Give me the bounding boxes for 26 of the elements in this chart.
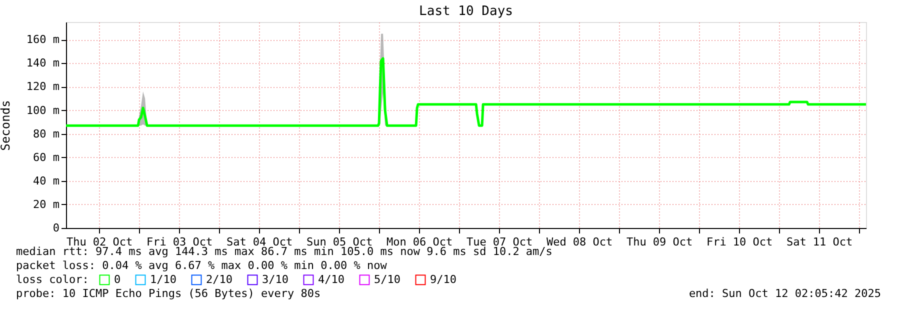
legend-title: loss color: bbox=[16, 273, 89, 286]
y-tick-label: 100 m bbox=[26, 104, 60, 117]
legend-label: 0 bbox=[114, 272, 121, 286]
text: probe: 10 ICMP Echo Pings (56 Bytes) every 80s bbox=[16, 287, 321, 300]
x-tick-label: Fri 10 Oct bbox=[706, 236, 773, 248]
chart-title: Last 10 Days bbox=[419, 4, 513, 19]
line-series bbox=[64, 57, 868, 127]
legend-label: 3/10 bbox=[262, 272, 288, 286]
y-tick-label: 140 m bbox=[26, 56, 60, 70]
y-tick-label: 60 m bbox=[33, 150, 60, 164]
legend-label: 9/10 bbox=[430, 272, 456, 286]
x-tick-label: Sat 11 Oct bbox=[786, 236, 853, 248]
y-tick-label: 120 m bbox=[26, 80, 60, 94]
legend-label: 4/10 bbox=[318, 272, 344, 286]
text: packet loss: 0.04 % avg 6.67 % max 0.00 % min 0.00 % now bbox=[16, 259, 388, 272]
y-axis-title: Seconds bbox=[0, 100, 12, 151]
x-tick-label: Thu 09 Oct bbox=[626, 236, 693, 248]
y-tick-label: 40 m bbox=[33, 174, 60, 188]
y-tick-label: 20 m bbox=[33, 198, 60, 211]
legend-label: 5/10 bbox=[374, 272, 400, 286]
y-tick-label: 160 m bbox=[26, 33, 60, 46]
y-tick-label: 0 bbox=[52, 222, 60, 234]
legend-label: 2/10 bbox=[206, 272, 232, 286]
text: end: Sun Oct 12 02:05:42 2025 bbox=[688, 287, 881, 300]
legend-label: 1/10 bbox=[150, 272, 176, 286]
y-tick-label: 80 m bbox=[33, 127, 60, 140]
